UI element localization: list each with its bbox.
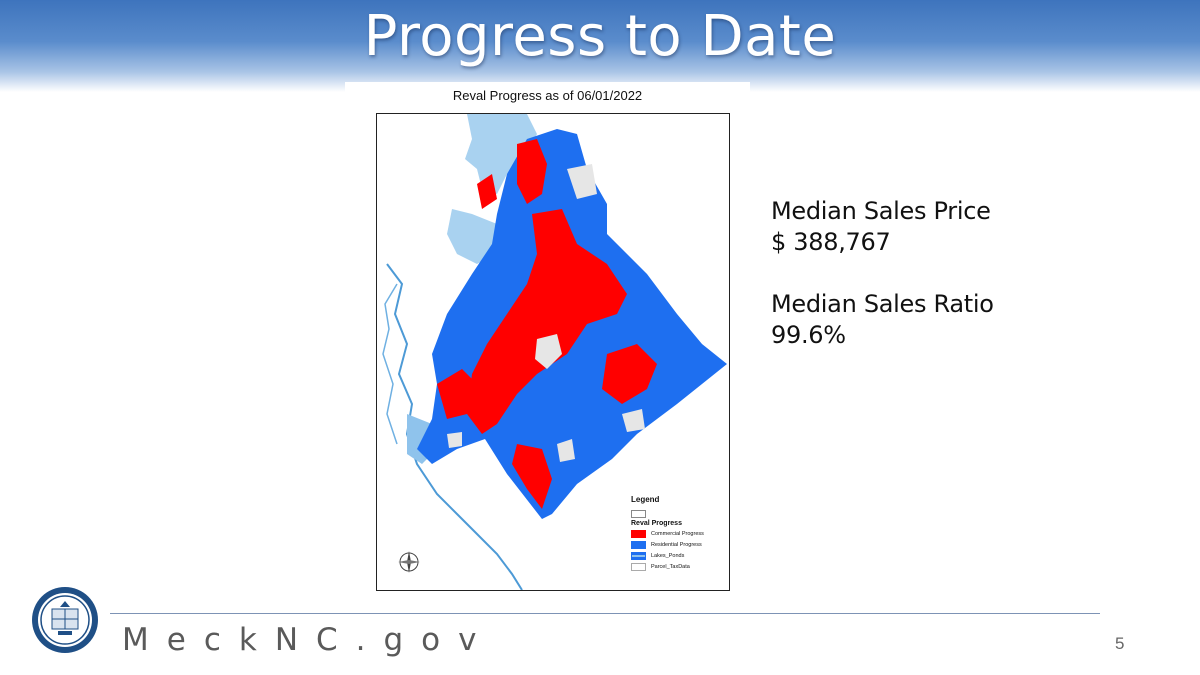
page-number: 5 bbox=[1115, 634, 1125, 653]
commercial-west bbox=[437, 369, 477, 419]
stats-spacer bbox=[771, 258, 994, 289]
legend-label: Parcel_TaxData bbox=[651, 563, 690, 570]
legend-label: Commercial Progress bbox=[651, 530, 704, 537]
legend-swatch bbox=[631, 509, 646, 518]
commercial-north bbox=[517, 139, 547, 204]
commercial-south bbox=[512, 444, 552, 509]
county-map bbox=[382, 114, 727, 590]
compass-rose-icon bbox=[398, 551, 420, 573]
legend-item-residential: Residential Progress bbox=[631, 539, 727, 550]
legend-swatch bbox=[631, 540, 646, 549]
legend-label: Residential Progress bbox=[651, 541, 702, 548]
lake-west bbox=[447, 209, 497, 264]
legend-item-commercial: Commercial Progress bbox=[631, 528, 727, 539]
footer-divider bbox=[110, 613, 1100, 614]
parcel-ne bbox=[567, 164, 597, 199]
river-branch bbox=[382, 283, 398, 445]
lake-north bbox=[465, 114, 537, 194]
legend-parcel-outline bbox=[631, 508, 727, 519]
median-sales-ratio-value: 99.6% bbox=[771, 321, 846, 349]
legend-swatch bbox=[631, 529, 646, 538]
header-band bbox=[0, 0, 1200, 92]
slide-title: Progress to Date bbox=[363, 4, 837, 69]
parcel-s bbox=[557, 439, 575, 462]
stats-block: Median Sales Price $ 388,767 Median Sale… bbox=[771, 196, 994, 351]
map-legend: Legend Reval Progress Commercial Progres… bbox=[631, 495, 727, 572]
legend-title: Legend bbox=[631, 495, 660, 504]
legend-label: Lakes_Ponds bbox=[651, 552, 685, 559]
parcel-uptown bbox=[535, 334, 562, 369]
legend-group: Reval Progress bbox=[631, 520, 682, 527]
legend-swatch bbox=[631, 551, 646, 560]
legend-item-lakes: Lakes_Ponds bbox=[631, 550, 727, 561]
legend-item-parcel: Parcel_TaxData bbox=[631, 561, 727, 572]
commercial-center bbox=[467, 209, 627, 434]
parcel-se bbox=[622, 409, 645, 432]
map-caption: Reval Progress as of 06/01/2022 bbox=[452, 88, 643, 103]
map-image: Legend Reval Progress Commercial Progres… bbox=[376, 113, 730, 591]
footer-website: MeckNC.gov bbox=[122, 622, 495, 658]
median-sales-price-value: $ 388,767 bbox=[771, 228, 891, 256]
commercial-northwest bbox=[477, 174, 497, 209]
map-caption-box: Reval Progress as of 06/01/2022 bbox=[345, 82, 750, 112]
commercial-east bbox=[602, 344, 657, 404]
median-sales-price-label: Median Sales Price bbox=[771, 197, 991, 225]
median-sales-ratio-label: Median Sales Ratio bbox=[771, 290, 994, 318]
legend-swatch bbox=[631, 562, 646, 571]
county-seal-icon bbox=[32, 587, 98, 653]
parcel-w bbox=[447, 432, 462, 448]
